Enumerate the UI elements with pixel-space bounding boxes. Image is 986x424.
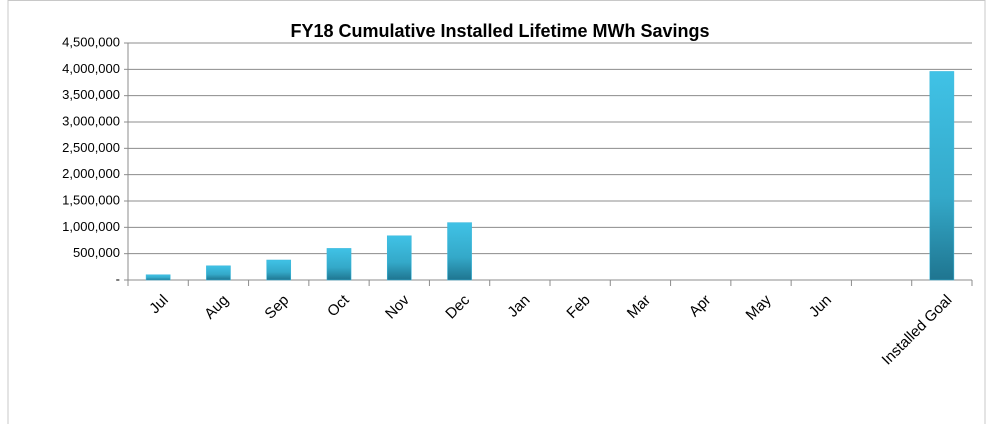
bar [206,265,231,281]
y-tick-label: 2,000,000 [62,166,120,181]
y-tick-label: 4,000,000 [62,61,120,76]
chart-frame [7,0,986,424]
y-tick-label: 2,500,000 [62,140,120,155]
bar [266,259,292,281]
bar [929,71,955,281]
y-tick-label: - [116,271,120,286]
bar [386,235,412,281]
y-tick-label: 3,000,000 [62,113,120,128]
bar [447,222,472,281]
chart-title: FY18 Cumulative Installed Lifetime MWh S… [290,21,709,41]
y-tick-label: 1,500,000 [62,192,120,207]
y-tick-label: 1,000,000 [62,219,120,234]
bar [326,248,352,281]
y-tick-label: 4,500,000 [62,34,120,49]
bar [145,274,171,281]
y-tick-label: 500,000 [73,245,120,260]
y-tick-label: 3,500,000 [62,87,120,102]
